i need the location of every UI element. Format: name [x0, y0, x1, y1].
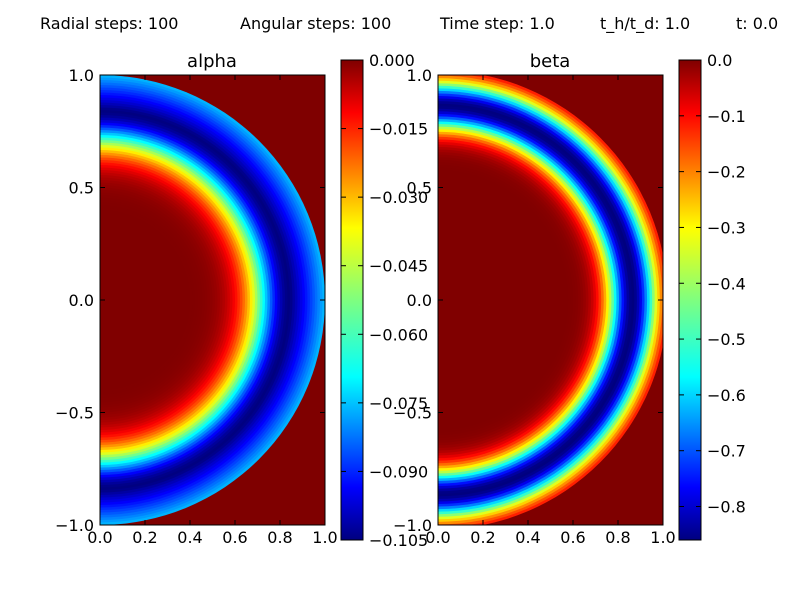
- alpha-colorbar-tick-label: −0.105: [369, 531, 428, 550]
- alpha-colorbar-tick-label: −0.015: [369, 120, 428, 139]
- beta-title: beta: [530, 51, 571, 72]
- beta-colorbar-tick-label: −0.6: [707, 386, 746, 405]
- alpha-x-tick-label: 0.0: [87, 528, 112, 547]
- alpha-colorbar-tick-label: −0.045: [369, 257, 428, 276]
- time-step-label: Time step: 1.0: [440, 14, 555, 33]
- beta-x-tick-label: 0.0: [425, 528, 450, 547]
- beta-colorbar-tick-label: −0.1: [707, 107, 746, 126]
- beta-x-tick-label: 0.8: [605, 528, 630, 547]
- beta-colorbar-tick-label: −0.3: [707, 218, 746, 237]
- alpha-colorbar-axis: 0.000 −0.015 −0.030 −0.045 −0.060 −0.075 −0.09…: [341, 51, 428, 550]
- beta-colorbar-tick-label: −0.4: [707, 274, 746, 293]
- alpha-colorbar-tick-label: −0.060: [369, 325, 428, 344]
- beta-x-axis: 0.0 0.2 0.4 0.6 0.8 1.0: [425, 75, 676, 547]
- alpha-x-tick-label: 1.0: [312, 528, 337, 547]
- alpha-colorbar-tick-label: −0.030: [369, 188, 428, 207]
- alpha-title: alpha: [187, 51, 237, 72]
- simulation-parameters-header: Radial steps: 100 Angular steps: 100 Tim…: [0, 0, 800, 44]
- radial-steps-label: Radial steps: 100: [40, 14, 179, 33]
- alpha-y-tick-label: 1.0: [69, 66, 94, 85]
- beta-colorbar-tick-label: −0.7: [707, 442, 746, 461]
- beta-x-tick-label: 0.2: [470, 528, 495, 547]
- beta-x-tick-label: 0.6: [560, 528, 585, 547]
- beta-y-tick-label: 0.5: [407, 179, 432, 198]
- beta-colorbar-tick-label: 0.0: [707, 51, 732, 70]
- beta-y-tick-label: −1.0: [393, 516, 432, 535]
- alpha-y-tick-label: −0.5: [55, 404, 94, 423]
- beta-y-tick-label: −0.5: [393, 404, 432, 423]
- beta-y-axis: 1.0 0.5 0.0 −0.5 −1.0: [393, 66, 663, 535]
- alpha-heatmap: [100, 75, 325, 525]
- beta-x-tick-label: 1.0: [650, 528, 675, 547]
- beta-heatmap: [438, 75, 663, 525]
- beta-x-tick-label: 0.4: [515, 528, 540, 547]
- angular-steps-label: Angular steps: 100: [240, 14, 392, 33]
- alpha-colorbar-tick-label: −0.075: [369, 394, 428, 413]
- alpha-colorbar-tick-label: 0.000: [369, 51, 415, 70]
- time-label: t: 0.0: [736, 14, 779, 33]
- beta-colorbar-axis: 0.0 −0.1 −0.2 −0.3 −0.4 −0.5 −0.6 −0.7 −0.8: [679, 51, 746, 517]
- beta-colorbar-tick-label: −0.2: [707, 163, 746, 182]
- beta-colorbar-tick-label: −0.8: [707, 498, 746, 517]
- alpha-x-tick-label: 0.6: [222, 528, 247, 547]
- beta-y-tick-label: 1.0: [407, 66, 432, 85]
- alpha-y-axis: 1.0 0.5 0.0 −0.5 −1.0: [55, 66, 325, 535]
- alpha-x-axis: 0.0 0.2 0.4 0.6 0.8 1.0: [87, 75, 338, 547]
- th-td-ratio-label: t_h/t_d: 1.0: [600, 14, 691, 33]
- beta-y-tick-label: 0.0: [407, 291, 432, 310]
- alpha-panel: alpha 0.0 0.2 0.4 0.6 0.8 1.0 1.0 0.5 0.0 −0.5 −1…: [55, 51, 428, 550]
- alpha-x-tick-label: 0.4: [177, 528, 202, 547]
- alpha-y-tick-label: 0.5: [69, 179, 94, 198]
- alpha-x-tick-label: 0.2: [132, 528, 157, 547]
- alpha-colorbar-tick-label: −0.090: [369, 462, 428, 481]
- alpha-x-tick-label: 0.8: [267, 528, 292, 547]
- beta-colorbar: [678, 59, 702, 541]
- alpha-colorbar: [340, 59, 364, 541]
- beta-panel: beta 0.0 0.2 0.4 0.6 0.8 1.0 1.0 0.5 0.0 −0.5 −1.…: [393, 51, 746, 547]
- alpha-y-tick-label: −1.0: [55, 516, 94, 535]
- alpha-y-tick-label: 0.0: [69, 291, 94, 310]
- beta-colorbar-tick-label: −0.5: [707, 330, 746, 349]
